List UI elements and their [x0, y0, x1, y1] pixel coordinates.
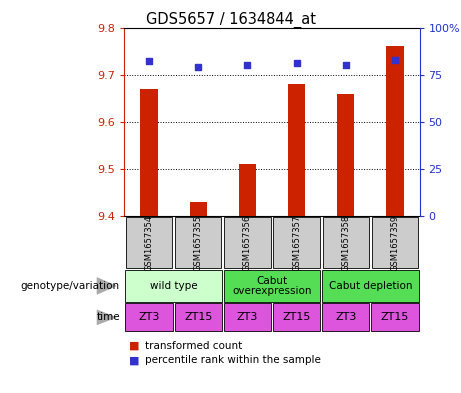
- Bar: [175, 303, 222, 332]
- Point: [391, 57, 399, 63]
- Bar: [175, 217, 221, 268]
- Text: wild type: wild type: [150, 281, 197, 291]
- Bar: [323, 217, 369, 268]
- Bar: [224, 303, 271, 332]
- Bar: [273, 217, 319, 268]
- Bar: [322, 303, 369, 332]
- Text: ZT15: ZT15: [381, 312, 409, 322]
- Text: GSM1657354: GSM1657354: [145, 215, 154, 271]
- Point: [195, 64, 202, 70]
- Bar: [288, 84, 305, 216]
- Bar: [337, 94, 355, 216]
- Bar: [141, 89, 158, 216]
- Text: Cabut depletion: Cabut depletion: [329, 281, 412, 291]
- Text: transformed count: transformed count: [145, 341, 242, 351]
- Bar: [372, 217, 418, 268]
- Bar: [239, 164, 256, 216]
- Text: time: time: [96, 312, 120, 322]
- Bar: [125, 270, 222, 302]
- Text: ZT3: ZT3: [138, 312, 160, 322]
- Bar: [126, 217, 172, 268]
- Bar: [386, 46, 403, 216]
- Text: GSM1657358: GSM1657358: [341, 215, 350, 271]
- Text: GSM1657357: GSM1657357: [292, 215, 301, 271]
- Point: [244, 62, 251, 68]
- Polygon shape: [97, 277, 116, 294]
- Bar: [224, 270, 320, 302]
- Bar: [273, 303, 320, 332]
- Text: ■: ■: [129, 355, 140, 365]
- Bar: [322, 270, 419, 302]
- Text: GDS5657 / 1634844_at: GDS5657 / 1634844_at: [146, 12, 315, 28]
- Bar: [189, 202, 207, 216]
- Text: percentile rank within the sample: percentile rank within the sample: [145, 355, 321, 365]
- Polygon shape: [97, 310, 116, 325]
- Text: GSM1657359: GSM1657359: [390, 215, 399, 271]
- Bar: [125, 303, 173, 332]
- Text: ZT15: ZT15: [184, 312, 213, 322]
- Point: [145, 58, 153, 64]
- Bar: [225, 217, 271, 268]
- Point: [342, 62, 349, 68]
- Text: ZT15: ZT15: [283, 312, 311, 322]
- Text: ZT3: ZT3: [236, 312, 258, 322]
- Text: genotype/variation: genotype/variation: [21, 281, 120, 291]
- Text: GSM1657355: GSM1657355: [194, 215, 203, 271]
- Bar: [371, 303, 419, 332]
- Text: Cabut
overexpression: Cabut overexpression: [232, 275, 312, 296]
- Text: GSM1657356: GSM1657356: [243, 215, 252, 271]
- Text: ZT3: ZT3: [335, 312, 356, 322]
- Text: ■: ■: [129, 341, 140, 351]
- Point: [293, 60, 300, 66]
